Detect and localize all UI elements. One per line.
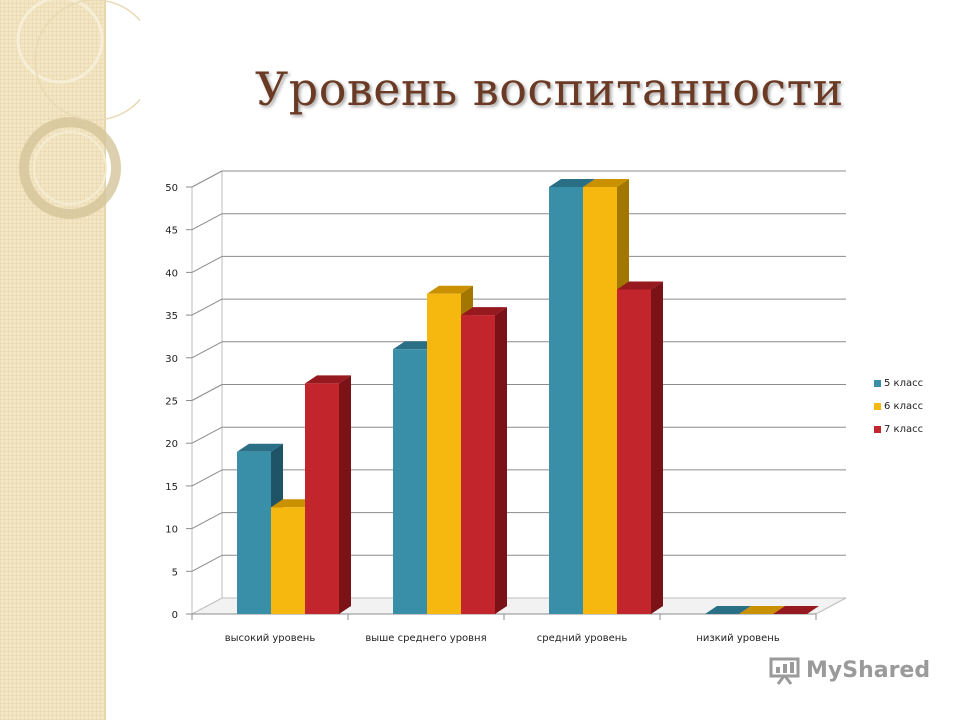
y-tick-label: 45 — [165, 226, 178, 237]
x-category-label: высокий уровень — [225, 633, 316, 644]
presentation-board-icon — [769, 657, 800, 685]
chart-legend: 5 класс 6 класс 7 класс — [874, 372, 923, 441]
gridline-side — [191, 554, 223, 572]
legend-item-5-class: 5 класс — [874, 372, 923, 395]
bar-7-класс-1 — [461, 307, 507, 614]
gridline-side — [191, 384, 223, 401]
watermark-logo: MyShared — [768, 655, 930, 685]
gridline-side — [191, 170, 223, 188]
legend-item-6-class: 6 класс — [874, 395, 923, 418]
y-tick-label: 40 — [165, 268, 178, 279]
watermark-text: MyShared — [806, 657, 931, 683]
y-tick-label: 30 — [165, 354, 178, 365]
legend-label: 7 класс — [884, 424, 924, 435]
bar-5-класс-3 — [705, 606, 751, 614]
y-tick-label: 10 — [165, 525, 178, 536]
gridline-side — [191, 512, 223, 530]
y-tick-label: 35 — [165, 311, 178, 322]
gridline-side — [191, 255, 223, 273]
legend-swatch — [874, 426, 881, 433]
x-category-label: низкий уровень — [696, 633, 780, 644]
gridline-side — [191, 426, 223, 444]
bar-7-класс-2 — [617, 281, 663, 614]
legend-item-7-class: 7 класс — [874, 418, 923, 441]
gridline-side — [191, 298, 223, 316]
decorative-circles — [16, 0, 140, 219]
gridline-side — [191, 341, 223, 359]
bar-6-класс-3 — [739, 606, 785, 614]
gridline-side — [191, 213, 223, 231]
y-tick-label: 20 — [165, 439, 178, 450]
slide-title: Уровень воспитанности — [255, 62, 844, 116]
bar-7-класс-0 — [305, 375, 351, 614]
y-tick-label: 50 — [165, 183, 178, 194]
y-tick-label: 0 — [172, 610, 178, 621]
bar-7-класс-3 — [773, 606, 819, 614]
x-category-label: выше среднего уровня — [365, 633, 486, 644]
legend-swatch — [874, 403, 881, 410]
legend-swatch — [874, 380, 881, 387]
x-category-label: средний уровень — [537, 633, 628, 644]
legend-label: 5 класс — [884, 378, 924, 389]
gridline-side — [191, 469, 223, 487]
y-tick-label: 15 — [165, 482, 178, 493]
y-tick-label: 5 — [172, 567, 178, 578]
y-tick-label: 25 — [165, 397, 178, 408]
legend-label: 6 класс — [884, 401, 924, 412]
